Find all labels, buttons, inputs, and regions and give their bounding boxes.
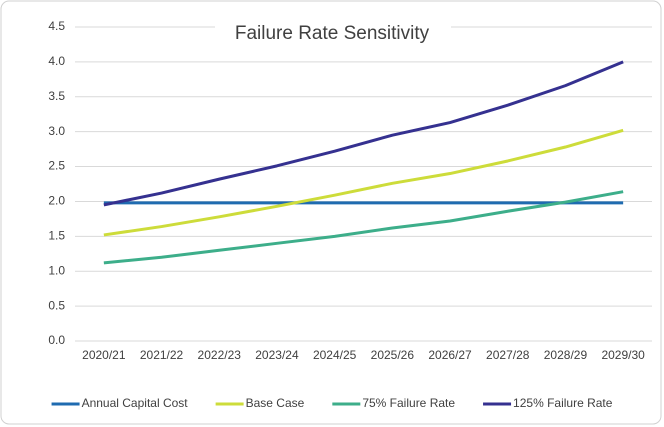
x-tick-label: 2023/24 bbox=[255, 348, 299, 362]
y-tick-label: 4.0 bbox=[48, 54, 65, 68]
y-tick-label: 0.0 bbox=[48, 333, 65, 347]
y-tick-label: 2.5 bbox=[48, 159, 65, 173]
x-tick-label: 2026/27 bbox=[428, 348, 472, 362]
y-tick-label: 2.0 bbox=[48, 194, 65, 208]
x-tick-label: 2028/29 bbox=[544, 348, 588, 362]
legend-item: Base Case bbox=[215, 396, 305, 410]
x-tick-label: 2025/26 bbox=[371, 348, 415, 362]
chart-title: Failure Rate Sensitivity bbox=[235, 23, 430, 44]
y-tick-label: 1.5 bbox=[48, 229, 65, 243]
legend-label: 125% Failure Rate bbox=[513, 396, 613, 410]
legend-item: 75% Failure Rate bbox=[332, 396, 455, 410]
x-tick-label: 2022/23 bbox=[198, 348, 242, 362]
series-lines bbox=[103, 60, 624, 265]
series-line bbox=[103, 190, 624, 265]
legend-label: Base Case bbox=[246, 396, 305, 410]
y-tick-label: 0.5 bbox=[48, 298, 65, 312]
x-tick-label: 2029/30 bbox=[601, 348, 645, 362]
x-tick-label: 2027/28 bbox=[486, 348, 530, 362]
x-tick-label: 2020/21 bbox=[82, 348, 126, 362]
legend-label: 75% Failure Rate bbox=[362, 396, 455, 410]
legend-label: Annual Capital Cost bbox=[82, 396, 189, 410]
y-tick-label: 4.5 bbox=[48, 19, 65, 33]
legend-item: 125% Failure Rate bbox=[483, 396, 613, 410]
y-tick-label: 1.0 bbox=[48, 263, 65, 277]
x-tick-label: 2021/22 bbox=[140, 348, 184, 362]
series-line bbox=[103, 128, 624, 237]
title-background bbox=[215, 18, 451, 50]
y-tick-label: 3.5 bbox=[48, 89, 65, 103]
y-tick-label: 3.0 bbox=[48, 124, 65, 138]
series-line bbox=[103, 60, 624, 207]
x-tick-label: 2024/25 bbox=[313, 348, 357, 362]
legend-item: Annual Capital Cost bbox=[51, 396, 189, 410]
